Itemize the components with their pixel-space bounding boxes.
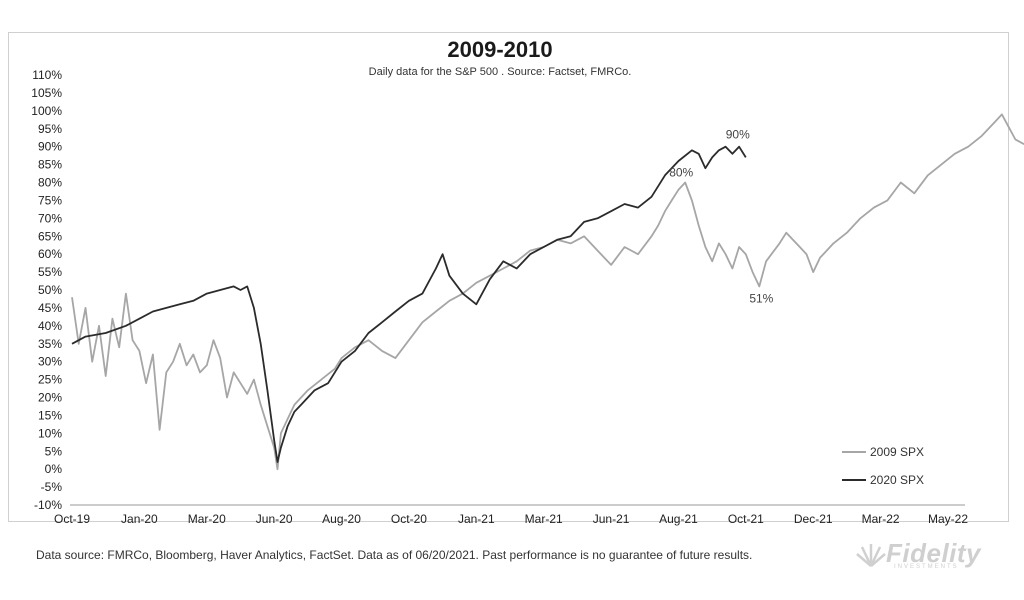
y-tick-label: 0%: [45, 462, 63, 476]
y-tick-label: 70%: [38, 211, 62, 225]
y-tick-label: 50%: [38, 283, 62, 297]
logo-wordmark: Fidelity: [886, 538, 982, 568]
y-tick-label: 30%: [38, 355, 62, 369]
logo-sunburst-icon: [856, 544, 886, 567]
y-tick-label: 45%: [38, 301, 62, 315]
y-tick-label: 95%: [38, 122, 62, 136]
line-chart: 2009-2010 Daily data for the S&P 500 . S…: [31, 37, 1024, 526]
y-axis: 110% 105% 100% 95% 90% 85% 80% 75% 70% 65% 60% 55% 5…: [31, 68, 62, 512]
y-tick-label: 75%: [38, 193, 62, 207]
annotation-layer: 90% 80% 51%: [669, 128, 773, 306]
series-line-2009: [71, 113, 1024, 471]
y-tick-label: 10%: [38, 426, 62, 440]
x-tick-label: Jun-20: [256, 512, 293, 526]
y-tick-label: -10%: [34, 498, 62, 512]
y-tick-label: 65%: [38, 229, 62, 243]
y-tick-label: 20%: [38, 391, 62, 405]
x-tick-label: Aug-21: [659, 512, 698, 526]
y-tick-label: 5%: [45, 444, 63, 458]
legend-label-2020: 2020 SPX: [870, 473, 924, 487]
x-axis: Oct-19 Jan-20 Mar-20 Jun-20 Aug-20 Oct-20 Jan-…: [54, 512, 968, 526]
fidelity-logo: Fidelity INVESTMENTS: [856, 538, 996, 572]
series-layer: [71, 113, 1024, 471]
y-tick-label: 55%: [38, 265, 62, 279]
x-tick-label: Oct-20: [391, 512, 427, 526]
x-tick-label: Dec-21: [794, 512, 833, 526]
y-tick-label: 90%: [38, 140, 62, 154]
y-tick-label: 100%: [31, 104, 62, 118]
x-tick-label: Jan-20: [121, 512, 158, 526]
x-tick-label: Oct-21: [728, 512, 764, 526]
x-tick-label: Mar-22: [862, 512, 900, 526]
y-tick-label: 60%: [38, 247, 62, 261]
x-tick-label: Oct-19: [54, 512, 90, 526]
x-tick-label: Mar-21: [525, 512, 563, 526]
y-tick-label: 35%: [38, 337, 62, 351]
y-tick-label: 105%: [31, 86, 62, 100]
x-tick-label: Jan-21: [458, 512, 495, 526]
x-tick-label: Jun-21: [593, 512, 630, 526]
annotation-label: 90%: [726, 128, 750, 142]
y-tick-label: 110%: [32, 68, 62, 82]
y-tick-label: 80%: [38, 176, 62, 190]
logo-subtitle: INVESTMENTS: [894, 564, 959, 570]
chart-subtitle: Daily data for the S&P 500 . Source: Fac…: [369, 66, 632, 78]
y-tick-label: 15%: [38, 408, 62, 422]
legend-label-2009: 2009 SPX: [870, 445, 924, 459]
annotation-label: 51%: [749, 291, 773, 305]
chart-frame: [8, 32, 1009, 522]
footnote: Data source: FMRCo, Bloomberg, Haver Ana…: [36, 548, 753, 562]
series-line-2020: [71, 145, 747, 463]
x-tick-label: Mar-20: [188, 512, 226, 526]
y-tick-label: 85%: [38, 158, 62, 172]
chart-title: 2009-2010: [447, 37, 552, 62]
x-tick-label: May-22: [928, 512, 968, 526]
y-tick-label: 25%: [38, 373, 62, 387]
y-tick-label: -5%: [41, 480, 63, 494]
x-tick-label: Aug-20: [322, 512, 361, 526]
y-tick-label: 40%: [38, 319, 62, 333]
annotation-label: 80%: [669, 166, 693, 180]
legend: 2009 SPX 2020 SPX: [842, 445, 924, 487]
